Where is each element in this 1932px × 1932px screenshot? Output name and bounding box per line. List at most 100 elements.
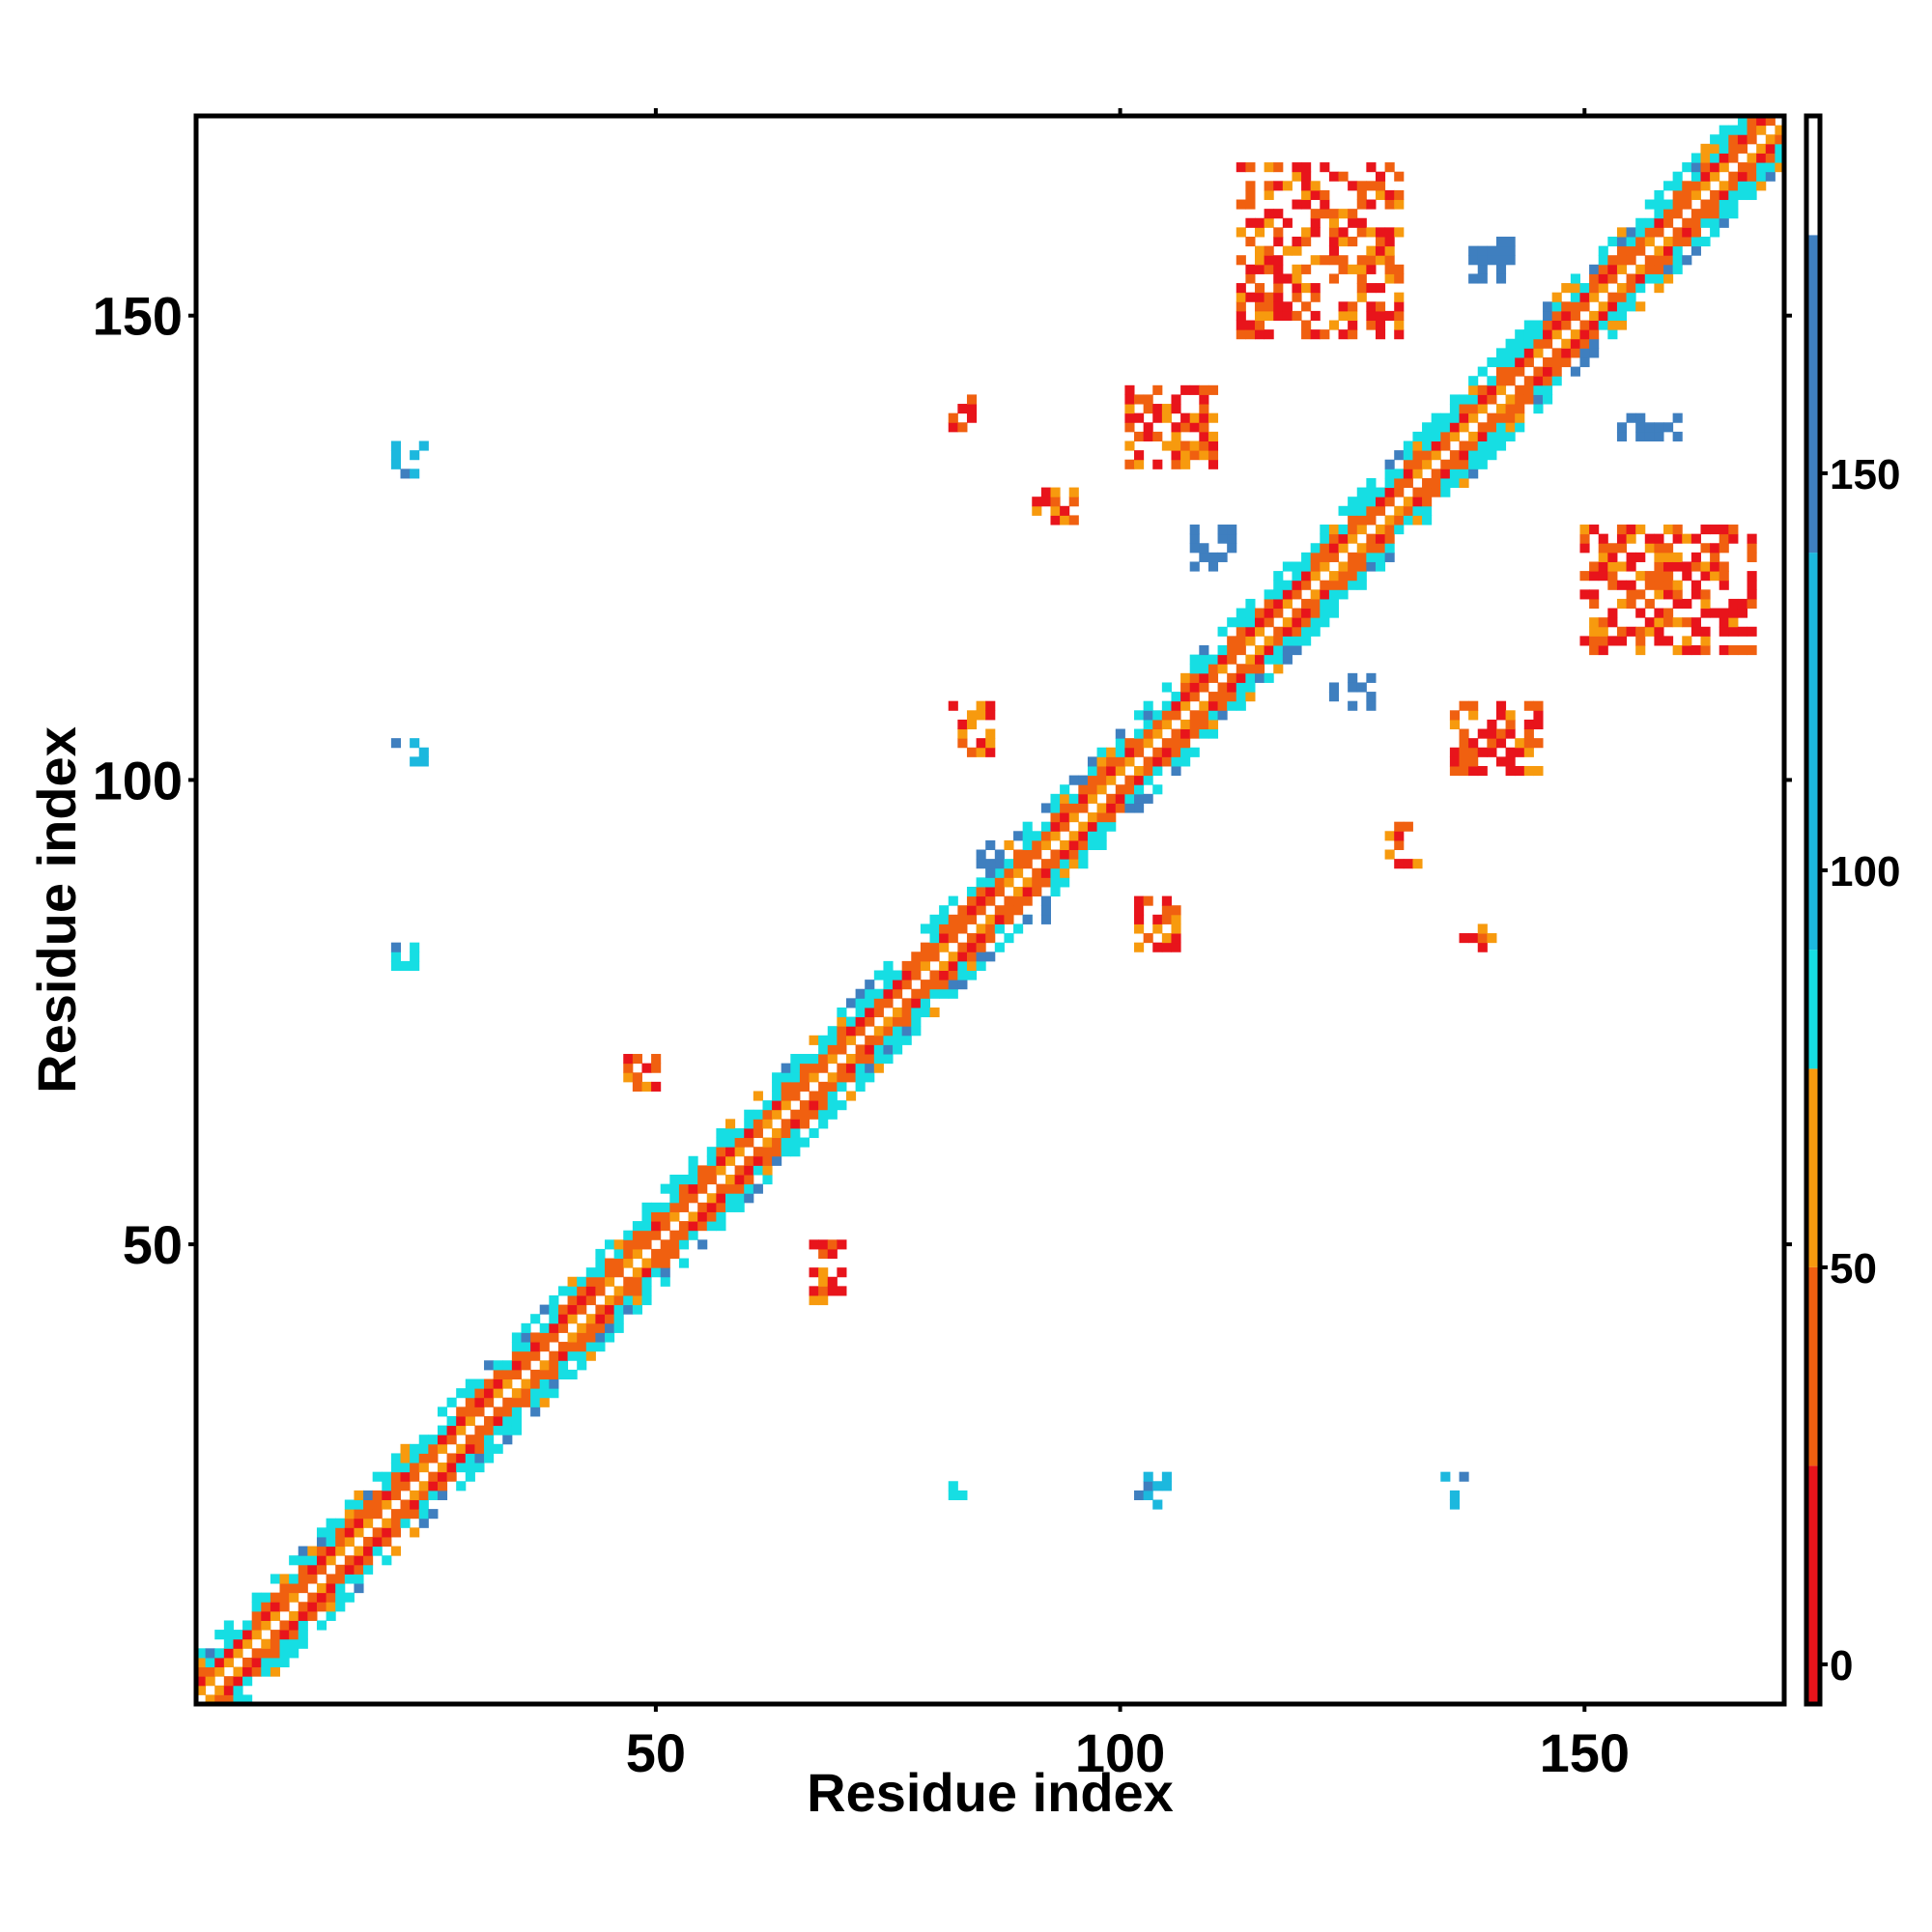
- heatmap-cell: [1403, 469, 1413, 479]
- heatmap-cell: [1282, 217, 1293, 228]
- heatmap-cell: [641, 1202, 652, 1212]
- heatmap-cell: [1040, 895, 1051, 906]
- heatmap-cell: [1050, 859, 1061, 869]
- heatmap-cell: [818, 1294, 829, 1306]
- heatmap-cell: [1375, 525, 1386, 535]
- heatmap-cell: [985, 728, 996, 739]
- heatmap-cell: [344, 1592, 355, 1603]
- heatmap-cell: [363, 1518, 374, 1528]
- heatmap-cell: [1756, 125, 1767, 135]
- heatmap-cell: [1060, 505, 1070, 516]
- heatmap-cell: [1589, 273, 1600, 284]
- heatmap-cell: [660, 1258, 670, 1268]
- heatmap-cell: [1328, 245, 1340, 256]
- heatmap-cell: [1607, 292, 1618, 302]
- heatmap-cell: [1348, 217, 1358, 228]
- heatmap-cell: [1032, 839, 1042, 850]
- heatmap-cell: [1245, 264, 1256, 274]
- heatmap-cell: [1171, 747, 1181, 757]
- heatmap-cell: [1477, 765, 1488, 777]
- heatmap-cell: [1356, 505, 1367, 516]
- heatmap-cell: [1106, 793, 1117, 804]
- heatmap-cell: [772, 1091, 782, 1101]
- heatmap-cell: [1570, 292, 1580, 302]
- heatmap-cell: [1570, 329, 1580, 340]
- heatmap-cell: [809, 1286, 819, 1296]
- heatmap-cell: [1431, 487, 1441, 497]
- heatmap-cell: [1747, 116, 1757, 127]
- heatmap-cell: [660, 1267, 670, 1278]
- heatmap-cell: [1626, 561, 1636, 572]
- heatmap-cell: [400, 1518, 411, 1528]
- heatmap-cell: [1663, 209, 1674, 219]
- heatmap-cell: [1719, 181, 1729, 191]
- heatmap-cell: [641, 1267, 652, 1278]
- heatmap-cell: [557, 1286, 569, 1296]
- heatmap-cell: [1301, 236, 1312, 247]
- heatmap-cell: [465, 1443, 475, 1454]
- heatmap-cell: [493, 1443, 503, 1454]
- heatmap-cell: [994, 914, 1005, 924]
- heatmap-cell: [307, 1610, 318, 1621]
- heatmap-cell: [1690, 617, 1701, 628]
- heatmap-cell: [1719, 580, 1729, 590]
- heatmap-cell: [893, 1007, 903, 1018]
- heatmap-cell: [697, 1202, 708, 1212]
- heatmap-cell: [1152, 412, 1163, 423]
- heatmap-cell: [1589, 636, 1600, 646]
- heatmap-cell: [390, 1453, 401, 1463]
- heatmap-cell: [1245, 217, 1256, 228]
- heatmap-cell: [1543, 394, 1553, 405]
- heatmap-cell: [1022, 895, 1033, 906]
- heatmap-cell: [316, 1555, 327, 1566]
- heatmap-cell: [1375, 301, 1386, 312]
- heatmap-cell: [1301, 181, 1312, 191]
- heatmap-cell: [855, 1081, 866, 1092]
- heatmap-cell: [1060, 812, 1070, 823]
- heatmap-cell: [1264, 162, 1274, 173]
- heatmap-cell: [911, 960, 922, 971]
- heatmap-cell: [1301, 561, 1312, 572]
- heatmap-cell: [233, 1648, 243, 1659]
- heatmap-cell: [372, 1471, 383, 1482]
- heatmap-cell: [762, 1109, 773, 1120]
- heatmap-cell: [214, 1685, 225, 1695]
- heatmap-cell: [1320, 533, 1330, 544]
- heatmap-cell: [1561, 348, 1572, 358]
- heatmap-cell: [326, 1536, 336, 1548]
- heatmap-cell: [1487, 719, 1497, 730]
- heatmap-cell: [1756, 171, 1767, 182]
- heatmap-cell: [669, 1193, 680, 1204]
- heatmap-cell: [335, 1564, 346, 1575]
- heatmap-cell: [1505, 366, 1516, 377]
- heatmap-cell: [465, 1378, 475, 1389]
- heatmap-cell: [1579, 320, 1590, 330]
- heatmap-cell: [1096, 747, 1107, 757]
- heatmap-cell: [1440, 1471, 1451, 1482]
- heatmap-cell: [1366, 561, 1377, 572]
- heatmap-cell: [1515, 412, 1525, 423]
- heatmap-cell: [521, 1322, 531, 1333]
- heatmap-cell: [1199, 654, 1209, 665]
- heatmap-cell: [1589, 320, 1600, 330]
- heatmap-cell: [1143, 756, 1153, 767]
- heatmap-cell: [1143, 431, 1153, 441]
- heatmap-cell: [818, 1109, 829, 1120]
- heatmap-cell: [1487, 440, 1497, 451]
- heatmap-cell: [1523, 394, 1534, 405]
- heatmap-cell: [279, 1574, 290, 1584]
- heatmap-cell: [493, 1388, 503, 1399]
- heatmap-cell: [1310, 543, 1321, 554]
- heatmap-cell: [270, 1610, 281, 1621]
- heatmap-cell: [660, 1276, 670, 1287]
- heatmap-cell: [1495, 756, 1507, 767]
- heatmap-cell: [577, 1304, 587, 1315]
- heatmap-cell: [557, 1360, 569, 1371]
- colorbar-tick-label: 100: [1830, 848, 1900, 895]
- heatmap-cell: [1394, 301, 1405, 312]
- heatmap-cell: [865, 1035, 875, 1045]
- heatmap-cell: [1004, 914, 1014, 924]
- heatmap-cell: [557, 1350, 569, 1361]
- heatmap-cell: [270, 1638, 281, 1649]
- heatmap-cell: [688, 1155, 698, 1166]
